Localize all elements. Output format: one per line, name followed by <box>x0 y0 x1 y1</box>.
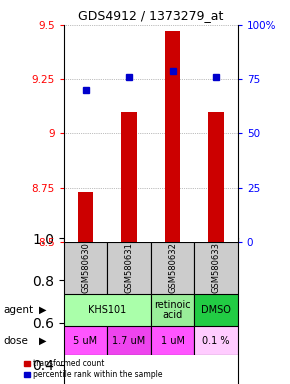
Text: GSM580633: GSM580633 <box>211 242 221 293</box>
Text: 1.7 uM: 1.7 uM <box>113 336 146 346</box>
Bar <box>165 31 180 242</box>
Text: DMSO: DMSO <box>201 305 231 315</box>
Text: agent: agent <box>3 305 33 315</box>
Text: ▶: ▶ <box>39 336 47 346</box>
Text: 5 uM: 5 uM <box>73 336 98 346</box>
Text: 1 uM: 1 uM <box>161 336 184 346</box>
Bar <box>194 294 238 326</box>
Text: GSM580631: GSM580631 <box>124 242 134 293</box>
Text: retinoic
acid: retinoic acid <box>154 300 191 321</box>
Bar <box>64 326 107 355</box>
Legend: transformed count, percentile rank within the sample: transformed count, percentile rank withi… <box>24 359 163 379</box>
Text: 0.1 %: 0.1 % <box>202 336 230 346</box>
Bar <box>209 112 224 242</box>
Text: ▶: ▶ <box>39 305 47 315</box>
Bar <box>64 294 151 326</box>
Text: GSM580632: GSM580632 <box>168 242 177 293</box>
Bar <box>64 242 107 294</box>
Bar <box>78 192 93 242</box>
Bar <box>194 242 238 294</box>
Bar <box>151 294 194 326</box>
Bar <box>151 242 194 294</box>
Bar <box>194 326 238 355</box>
Text: dose: dose <box>3 336 28 346</box>
Text: KHS101: KHS101 <box>88 305 126 315</box>
Bar <box>151 326 194 355</box>
Title: GDS4912 / 1373279_at: GDS4912 / 1373279_at <box>78 9 224 22</box>
Bar <box>107 326 151 355</box>
Bar <box>122 112 137 242</box>
Bar <box>107 242 151 294</box>
Text: GSM580630: GSM580630 <box>81 242 90 293</box>
